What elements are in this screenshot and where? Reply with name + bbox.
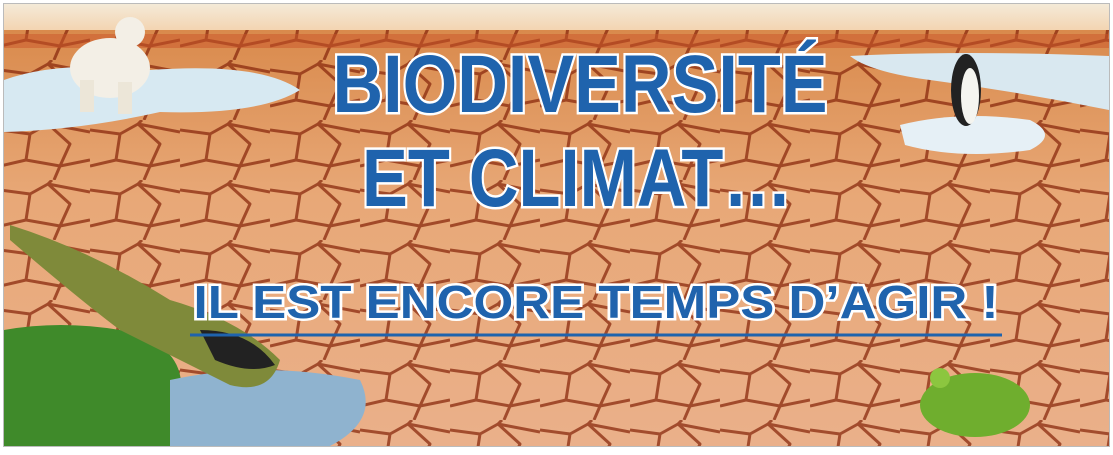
title-line: BIODIVERSITÉ [333,39,828,130]
water [170,370,366,446]
frog-eye [930,368,950,388]
tagline: IL EST ENCORE TEMPS D’AGIR ! [194,276,999,328]
polar-bear-head [115,17,145,47]
banner: BIODIVERSITÉ ET CLIMAT… IL EST ENCORE TE… [0,0,1113,450]
page: BIODIVERSITÉ ET CLIMAT… IL EST ENCORE TE… [0,0,1113,450]
title-line: ET CLIMAT… [362,133,792,224]
polar-bear-leg [118,82,132,114]
polar-bear-leg [80,80,94,112]
penguin-belly [961,68,979,124]
